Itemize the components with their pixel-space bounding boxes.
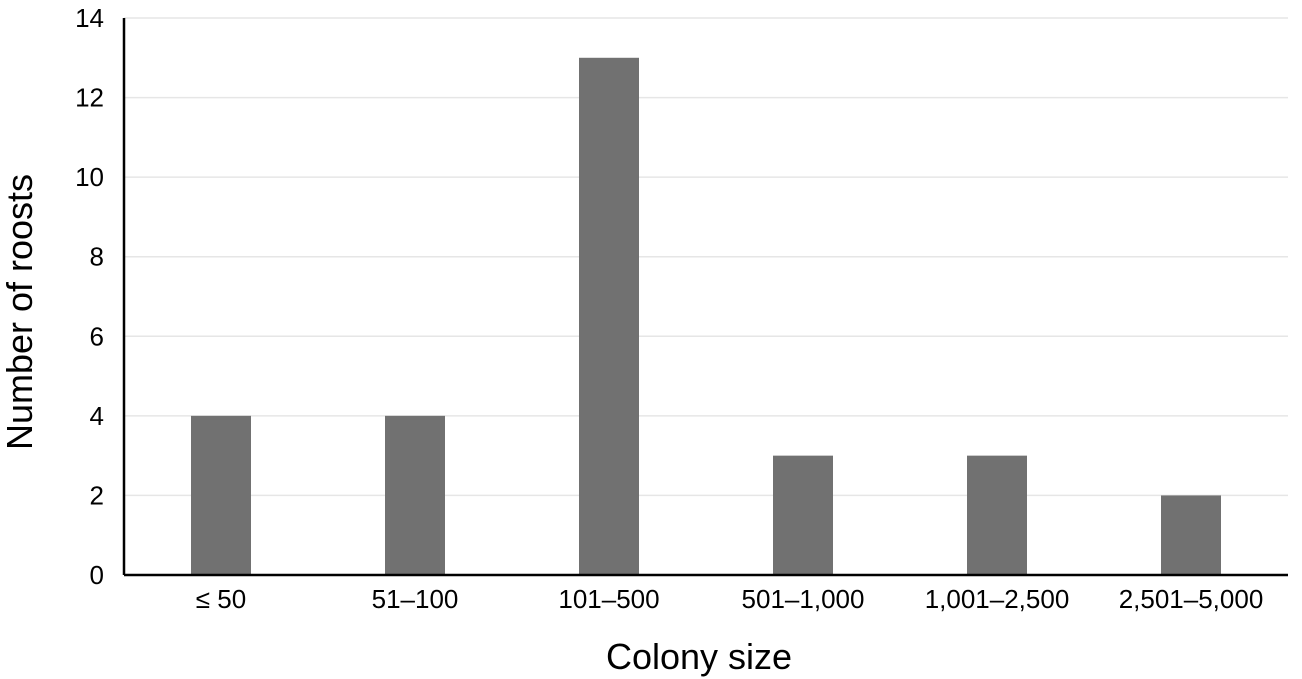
bar — [1161, 495, 1221, 575]
x-tick-label: 2,501–5,000 — [1119, 584, 1264, 614]
x-tick-label: 101–500 — [558, 584, 659, 614]
y-tick-label: 8 — [90, 242, 104, 272]
bar — [773, 455, 833, 575]
bar — [579, 57, 639, 576]
y-tick-label: 14 — [75, 3, 104, 33]
x-tick-label: ≤ 50 — [196, 584, 246, 614]
x-tick-label: 501–1,000 — [742, 584, 865, 614]
axes — [122, 18, 1288, 577]
x-axis-title: Colony size — [606, 636, 792, 677]
y-tick-label: 12 — [75, 83, 104, 113]
y-tick-label: 0 — [90, 560, 104, 590]
y-tick-label: 4 — [90, 401, 104, 431]
y-tick-label: 10 — [75, 162, 104, 192]
bar — [191, 415, 251, 575]
x-tick-labels: ≤ 50 51–100 101–500 501–1,000 1,001–2,500 2,5… — [196, 584, 1264, 614]
y-tick-label: 2 — [90, 480, 104, 510]
bars — [191, 57, 1221, 576]
x-tick-label: 1,001–2,500 — [925, 584, 1070, 614]
x-tick-label: 51–100 — [372, 584, 459, 614]
y-tick-labels: 0 2 4 6 8 10 12 14 — [75, 3, 104, 590]
bar — [385, 415, 445, 575]
y-axis-title: Number of roosts — [0, 174, 40, 450]
bar — [967, 455, 1027, 575]
y-tick-label: 6 — [90, 321, 104, 351]
gridlines — [124, 17, 1288, 497]
